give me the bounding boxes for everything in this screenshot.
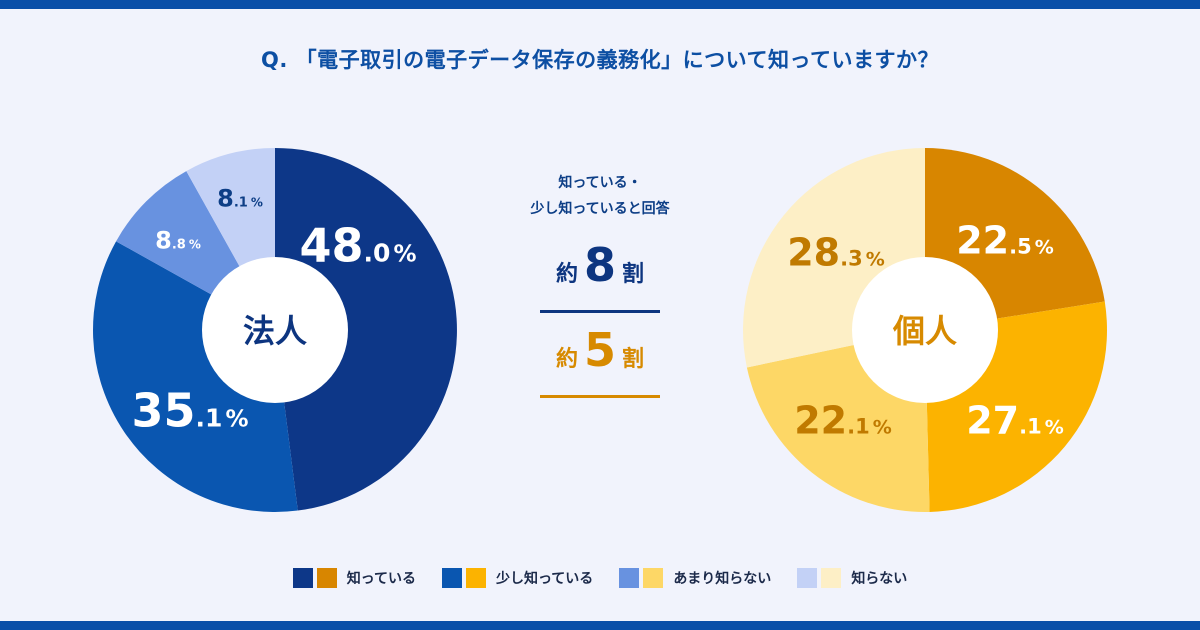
- summary-caption-line2: 少し知っていると回答: [530, 201, 670, 217]
- corporate-summary-prefix: 約: [555, 262, 578, 287]
- legend-item-know: 知っている: [292, 568, 416, 588]
- individual-pie: 個人 22.5 % 27.1 % 22.1 % 28.3%: [743, 148, 1108, 512]
- individual-summary-number: 5: [583, 323, 616, 377]
- individual-summary-underline: [540, 395, 660, 398]
- individual-data-label-3: 22.1%: [794, 399, 892, 443]
- legend-label: あまり知らない: [673, 571, 772, 587]
- corporate-data-label-4: 8.1%: [217, 185, 263, 213]
- corporate-data-label-2: 35.1%: [132, 384, 249, 438]
- corporate-slice-1: [275, 148, 457, 511]
- corporate-pie: 法人 48.0 % 35.1 % 8.8 % 8.1%: [93, 148, 457, 512]
- summary-caption: 知っている・ 少し知っていると回答: [520, 170, 680, 222]
- legend-swatch-corporate: [292, 568, 313, 588]
- legend-swatch-corporate: [442, 568, 462, 588]
- legend-label: 知っている: [346, 571, 416, 587]
- question-title: Q. 「電子取引の電子データ保存の義務化」について知っていますか？: [261, 48, 939, 72]
- summary-caption-line1: 知っている・: [558, 175, 642, 191]
- legend-item-dont-know: 知らない: [797, 568, 907, 588]
- individual-data-label-2: 27.1%: [966, 399, 1064, 443]
- corporate-summary-suffix: 割: [622, 262, 645, 287]
- individual-donut-hole: [852, 257, 998, 403]
- bottom-border: [0, 621, 1200, 630]
- legend: 知っている 少し知っている あまり知らない 知らない: [0, 568, 1200, 588]
- corporate-slice-2: [93, 241, 298, 512]
- top-border: [0, 0, 1200, 9]
- legend-item-know-a-little: 少し知っている: [442, 568, 593, 588]
- corporate-donut-hole: [202, 257, 348, 403]
- legend-swatch-individual: [316, 568, 337, 588]
- corporate-data-label-3: 8.8%: [155, 227, 201, 255]
- legend-swatch-individual: [466, 568, 486, 588]
- individual-center-title: 個人: [892, 312, 957, 350]
- legend-swatch-corporate: [619, 568, 640, 588]
- corporate-summary-number: 8: [583, 238, 616, 292]
- corporate-summary: 約 8 割: [520, 242, 680, 302]
- individual-summary-prefix: 約: [555, 347, 578, 372]
- corporate-data-label-1: 48.0%: [300, 219, 417, 273]
- corporate-center-title: 法人: [243, 312, 307, 350]
- summary-block: 知っている・ 少し知っていると回答 約 8 割 約 5 割: [520, 170, 680, 398]
- legend-label: 知らない: [851, 571, 908, 587]
- legend-swatch-corporate: [797, 568, 818, 588]
- legend-item-hardly-know: あまり知らない: [619, 568, 771, 588]
- individual-summary: 約 5 割: [520, 327, 680, 387]
- corporate-summary-underline: [540, 310, 660, 313]
- individual-data-label-4: 28.3%: [787, 231, 885, 275]
- legend-swatch-individual: [821, 568, 842, 588]
- legend-label: 少し知っている: [496, 571, 594, 587]
- legend-swatch-individual: [643, 568, 664, 588]
- individual-data-label-1: 22.5%: [956, 219, 1054, 263]
- individual-summary-suffix: 割: [622, 347, 645, 372]
